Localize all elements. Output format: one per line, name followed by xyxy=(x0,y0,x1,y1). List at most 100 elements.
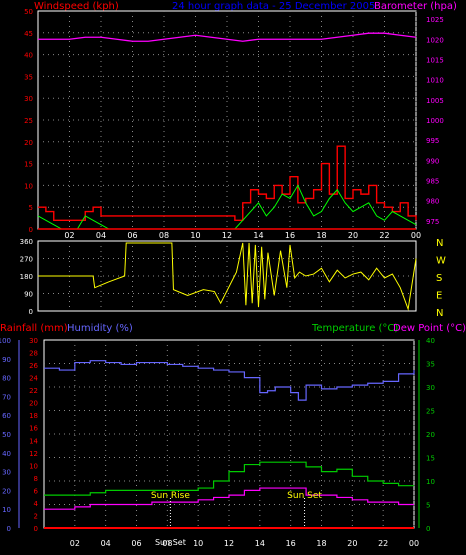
x-tick-label: 02 xyxy=(70,539,80,548)
rainfall-tick-label: 26 xyxy=(29,362,38,370)
x-tick-label: 12 xyxy=(224,539,234,548)
windspeed-tick-label: 20 xyxy=(24,139,33,147)
windspeed-tick-label: 5 xyxy=(29,204,33,212)
dewpoint-axis-label: Dew Point (°C) xyxy=(393,323,466,334)
humidity-axis-label: Humidity (%) xyxy=(67,323,133,334)
x-tick-label: 00 xyxy=(409,539,419,548)
humidity-tick-label: 70 xyxy=(2,393,11,401)
x-tick-label: 14 xyxy=(255,539,265,548)
compass-label: N xyxy=(436,308,443,319)
x-tick-label: 14 xyxy=(253,231,263,240)
compass-label: E xyxy=(436,291,442,302)
direction-tick-label: 90 xyxy=(24,291,33,299)
compass-label: S xyxy=(436,273,442,284)
barometer-tick-label: 1000 xyxy=(426,117,444,125)
humidity-tick-label: 50 xyxy=(2,431,11,439)
direction-line xyxy=(38,242,417,312)
dewpoint-line xyxy=(44,487,414,510)
rainfall-tick-label: 6 xyxy=(34,487,39,495)
x-tick-label: 20 xyxy=(347,539,357,548)
windspeed-tick-label: 10 xyxy=(24,182,33,190)
x-tick-label: 20 xyxy=(348,231,358,240)
temperature-axis-label: Temperature (°C) xyxy=(311,323,398,334)
temperature-tick-label: 30 xyxy=(426,384,435,392)
sunrise-bottom-label: Sun Set xyxy=(155,538,186,547)
temperature-tick-label: 15 xyxy=(426,455,435,463)
x-tick-label: 10 xyxy=(190,231,200,240)
barometer-ticks: 975 980 985 990 995 1000 1005 1010 1015 1020 1025 xyxy=(426,16,444,226)
windspeed-tick-label: 15 xyxy=(24,161,33,169)
compass-label: N xyxy=(436,238,443,249)
rainfall-tick-label: 2 xyxy=(34,512,38,520)
rainfall-tick-label: 30 xyxy=(29,337,38,345)
direction-series xyxy=(38,242,417,312)
rainfall-tick-label: 0 xyxy=(34,525,38,533)
x-tick-label: 00 xyxy=(411,231,421,240)
compass-label: W xyxy=(436,256,446,267)
windspeed-tick-label: 25 xyxy=(24,117,33,125)
temperature-tick-label: 10 xyxy=(426,478,435,486)
direction-tick-label: 180 xyxy=(20,273,33,281)
barometer-tick-label: 1010 xyxy=(426,77,444,85)
windspeed-line xyxy=(37,184,417,230)
temperature-tick-label: 35 xyxy=(426,361,435,369)
rainfall-tick-label: 18 xyxy=(29,412,38,420)
barometer-axis-label: Barometer (hpa) xyxy=(374,1,457,12)
rainfall-tick-label: 16 xyxy=(29,425,38,433)
humidity-tick-label: 60 xyxy=(2,412,11,420)
x-tick-label: 16 xyxy=(285,231,295,240)
barometer-tick-label: 990 xyxy=(426,157,439,165)
x-tick-label: 04 xyxy=(101,539,111,548)
x-tick-label: 18 xyxy=(316,231,326,240)
lower-x-ticks: 02 04 06 08 10 12 14 16 18 20 22 00 xyxy=(70,539,419,548)
direction-tick-label: 360 xyxy=(20,238,33,246)
temp-hum-rain-series xyxy=(44,360,415,529)
chart-title: 24 hour graph data - 25 December 2005 xyxy=(172,1,375,12)
temperature-line xyxy=(44,461,414,496)
gust-line xyxy=(38,145,417,221)
rainfall-tick-label: 4 xyxy=(34,500,39,508)
humidity-tick-label: 100 xyxy=(0,337,11,345)
x-tick-label: 12 xyxy=(222,231,232,240)
humidity-tick-label: 10 xyxy=(2,506,11,514)
windspeed-tick-label: 30 xyxy=(24,95,33,103)
sun-markers: Sun Rise Sun Set Sun Set xyxy=(151,491,322,547)
rainfall-axis-label: Rainfall (mm) xyxy=(0,323,68,334)
x-tick-label: 06 xyxy=(127,231,137,240)
windspeed-axis-label: Windspeed (kph) xyxy=(34,1,119,12)
x-tick-label: 04 xyxy=(96,231,106,240)
barometer-tick-label: 1025 xyxy=(426,16,444,24)
windspeed-tick-label: 50 xyxy=(24,8,33,16)
rainfall-tick-label: 14 xyxy=(29,437,38,445)
rainfall-tick-label: 24 xyxy=(29,375,38,383)
rainfall-tick-label: 20 xyxy=(29,400,38,408)
temperature-tick-label: 25 xyxy=(426,408,435,416)
windspeed-tick-label: 0 xyxy=(29,226,33,234)
humidity-tick-label: 0 xyxy=(7,525,11,533)
direction-tick-label: 0 xyxy=(29,308,33,316)
barometer-line xyxy=(38,32,417,42)
x-tick-label: 18 xyxy=(316,539,326,548)
rainfall-tick-label: 10 xyxy=(29,462,38,470)
rainfall-tick-label: 12 xyxy=(29,450,38,458)
x-tick-label: 02 xyxy=(64,231,74,240)
temp-hum-rain-panel: 0102030405060708090100 02468101214161820… xyxy=(0,337,435,548)
humidity-line xyxy=(44,360,415,401)
direction-ticks: 0 90 180 270 360 xyxy=(20,238,33,316)
x-tick-label: 10 xyxy=(193,539,203,548)
temperature-ticks: 0 5 10 15 20 25 30 35 40 xyxy=(418,337,435,533)
x-tick-label: 08 xyxy=(162,539,172,548)
wind-baro-grid xyxy=(38,11,417,229)
humidity-tick-label: 80 xyxy=(2,375,11,383)
rainfall-tick-label: 22 xyxy=(29,387,38,395)
humidity-tick-label: 40 xyxy=(2,450,11,458)
humidity-tick-label: 20 xyxy=(2,487,11,495)
x-tick-label: 06 xyxy=(131,539,141,548)
x-tick-label: 22 xyxy=(379,231,389,240)
